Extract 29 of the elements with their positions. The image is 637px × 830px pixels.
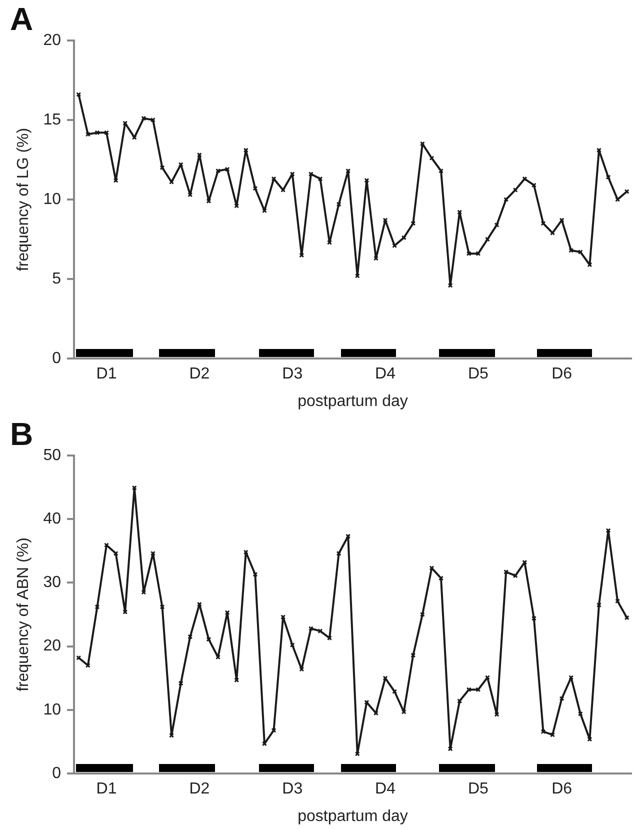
- y-tick-label: 40: [43, 510, 62, 528]
- x-tick-label: D6: [552, 780, 572, 798]
- x-tick-label: D2: [189, 780, 210, 798]
- y-tick-label: 0: [52, 765, 62, 782]
- y-tick-label: 5: [52, 270, 62, 288]
- x-tick-label: D1: [96, 366, 117, 383]
- y-tick-label: 15: [43, 111, 62, 128]
- y-tick-label: 0: [52, 350, 62, 368]
- x-tick-label: D3: [282, 780, 303, 798]
- x-tick-label: D6: [552, 366, 572, 383]
- chart-title: B: [10, 416, 34, 452]
- y-tick-label: 20: [43, 32, 62, 49]
- x-tick-label: D4: [375, 780, 396, 798]
- y-tick-label: 50: [43, 446, 62, 464]
- y-tick-label: 30: [43, 574, 62, 592]
- y-axis-title: frequency of LG (%): [15, 128, 32, 272]
- x-tick-label: D2: [189, 366, 210, 383]
- x-axis-title: postpartum day: [298, 392, 408, 410]
- y-tick-label: 20: [43, 638, 62, 655]
- x-tick-label: D1: [96, 780, 117, 798]
- y-axis-title: frequency of ABN (%): [15, 538, 32, 692]
- x-tick-label: D5: [468, 780, 489, 798]
- x-tick-label: D5: [468, 366, 489, 383]
- x-tick-label: D4: [375, 366, 396, 383]
- x-tick-label: D3: [282, 366, 303, 383]
- y-tick-label: 10: [43, 190, 62, 208]
- y-tick-label: 10: [43, 701, 62, 718]
- x-axis-title: postpartum day: [298, 808, 408, 825]
- chart-title: A: [10, 1, 34, 38]
